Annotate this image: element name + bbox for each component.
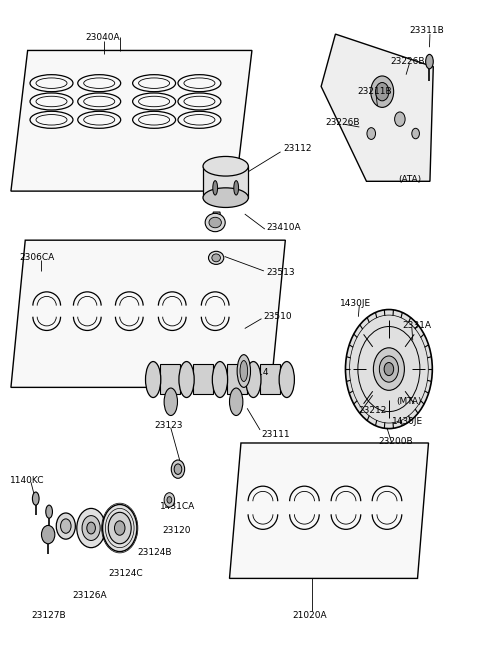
Polygon shape [160,365,180,394]
Ellipse shape [203,188,248,208]
Text: 23226B: 23226B [325,118,360,127]
Ellipse shape [384,363,394,376]
Ellipse shape [77,509,106,548]
Ellipse shape [426,55,433,69]
Ellipse shape [375,83,389,101]
Text: 23510: 23510 [263,312,291,321]
Ellipse shape [412,128,420,139]
Ellipse shape [213,181,217,195]
Text: 1430JE: 1430JE [340,299,372,308]
Text: 21020A: 21020A [292,610,327,620]
Ellipse shape [237,355,251,388]
Text: 23514: 23514 [240,369,268,378]
Polygon shape [11,51,252,191]
Text: 23112: 23112 [283,144,312,153]
Text: 1430JE: 1430JE [392,417,423,426]
Ellipse shape [56,513,75,539]
Polygon shape [211,212,222,227]
Text: 23410A: 23410A [266,223,301,232]
Text: 23111: 23111 [262,430,290,439]
Ellipse shape [279,361,294,397]
Ellipse shape [240,361,248,382]
Ellipse shape [234,181,239,195]
Ellipse shape [108,512,131,544]
Text: 23120: 23120 [163,526,191,535]
Text: 2306CA: 2306CA [20,254,55,262]
Text: (ATA): (ATA) [398,175,421,184]
Ellipse shape [346,309,432,428]
Polygon shape [260,365,280,394]
Polygon shape [193,365,213,394]
Text: (MTA): (MTA) [396,397,422,406]
Ellipse shape [82,516,100,541]
Text: 23127B: 23127B [31,610,66,620]
Ellipse shape [179,361,194,397]
Ellipse shape [60,519,71,533]
Ellipse shape [164,388,178,415]
Text: 23226B: 23226B [390,57,425,66]
Ellipse shape [212,361,228,397]
Ellipse shape [212,254,220,261]
Ellipse shape [164,493,175,507]
Ellipse shape [373,348,405,390]
Text: 23124C: 23124C [109,570,144,578]
Polygon shape [11,240,285,388]
Ellipse shape [205,214,225,232]
Ellipse shape [33,492,39,505]
Ellipse shape [145,361,161,397]
Text: 2331A: 2331A [402,321,431,330]
Ellipse shape [229,388,243,415]
Text: 23212: 23212 [359,406,387,415]
Text: 23123: 23123 [154,421,182,430]
Ellipse shape [371,76,394,107]
Ellipse shape [246,361,261,397]
Ellipse shape [115,521,125,535]
Ellipse shape [103,505,137,552]
Polygon shape [229,443,429,578]
Ellipse shape [171,460,185,478]
Text: 23311B: 23311B [409,26,444,35]
Text: 23124B: 23124B [137,548,172,556]
Polygon shape [203,166,248,198]
Ellipse shape [395,112,405,126]
Ellipse shape [87,522,96,534]
Text: 23513: 23513 [266,269,295,277]
Text: 1140KC: 1140KC [10,476,45,485]
Ellipse shape [203,156,248,176]
Ellipse shape [208,251,224,264]
Ellipse shape [379,356,398,382]
Ellipse shape [41,526,55,544]
Text: 1431CA: 1431CA [160,502,195,511]
Polygon shape [321,34,433,181]
Text: 23126A: 23126A [72,591,107,600]
Text: 23211B: 23211B [357,87,392,96]
Ellipse shape [367,127,375,139]
Text: 23200B: 23200B [378,436,413,445]
Text: 23040A: 23040A [85,33,120,42]
Ellipse shape [167,497,172,503]
Polygon shape [227,365,247,394]
Ellipse shape [46,505,52,518]
Ellipse shape [174,464,182,474]
Ellipse shape [209,217,221,228]
